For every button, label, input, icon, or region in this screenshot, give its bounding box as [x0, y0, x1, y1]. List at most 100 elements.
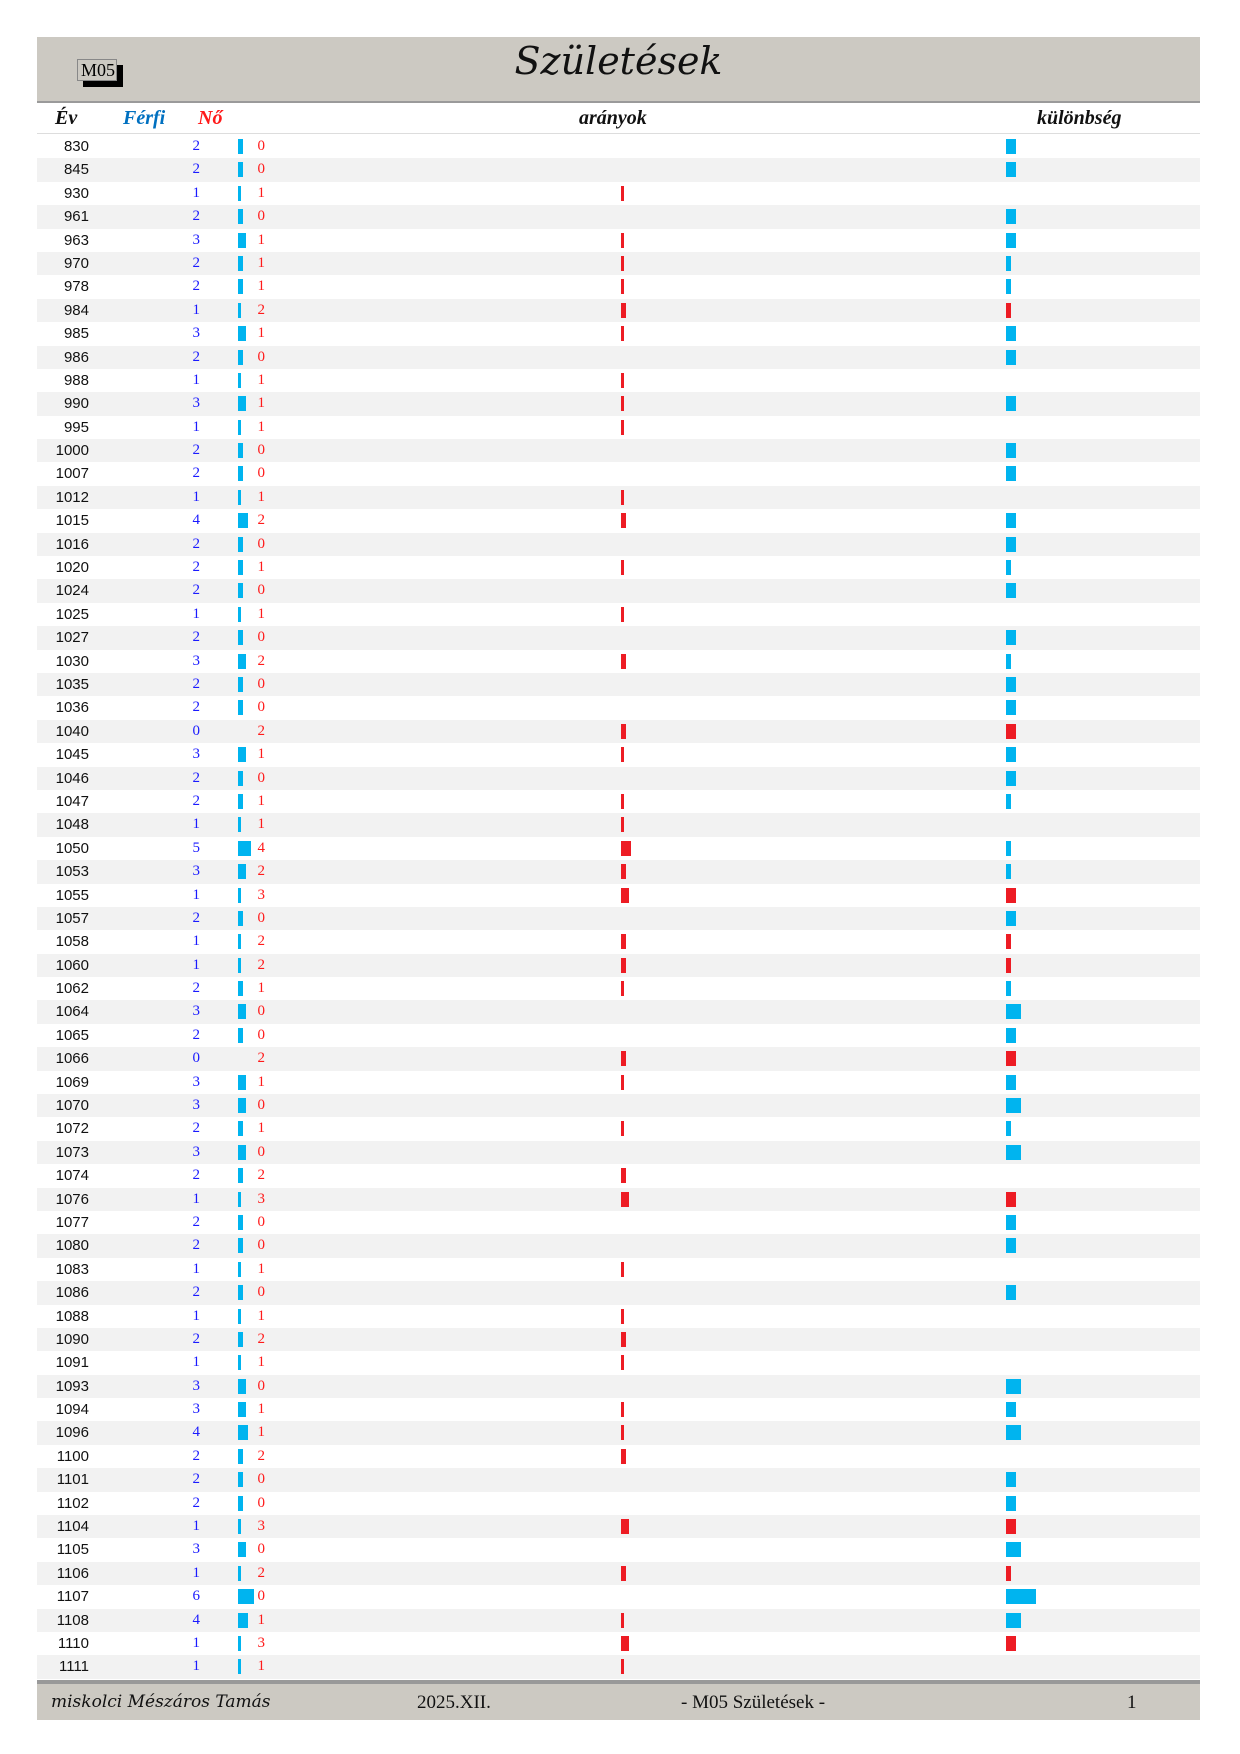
male-ratio-bar — [238, 466, 244, 482]
male-ratio-bar — [238, 1331, 244, 1347]
difference-bar — [1006, 1402, 1016, 1418]
male-ratio-bar — [238, 747, 246, 763]
female-count: 0 — [257, 1494, 266, 1511]
year-cell: 1025 — [55, 605, 89, 623]
male-count: 1 — [192, 184, 201, 201]
year-cell: 930 — [63, 184, 89, 202]
year-cell: 1093 — [55, 1377, 89, 1395]
male-ratio-bar — [238, 489, 241, 505]
table-row: 1007 2 0 — [37, 462, 1200, 485]
male-ratio-bar — [238, 630, 244, 646]
female-ratio-bar — [621, 1659, 624, 1675]
table-row: 1108 4 1 — [37, 1608, 1200, 1632]
male-count: 2 — [192, 769, 201, 786]
year-cell: 1057 — [55, 909, 89, 927]
male-ratio-bar — [238, 1168, 244, 1184]
table-row: 978 2 1 — [37, 275, 1200, 298]
year-cell: 1088 — [55, 1307, 89, 1325]
male-count: 3 — [192, 863, 201, 880]
year-cell: 1110 — [57, 1635, 89, 1652]
male-ratio-bar — [238, 1004, 246, 1020]
male-ratio-bar — [238, 840, 251, 856]
female-count: 1 — [257, 1260, 266, 1277]
year-cell: 1015 — [55, 512, 89, 530]
table-row: 1027 2 0 — [37, 626, 1200, 650]
table-row: 1065 2 0 — [37, 1024, 1200, 1047]
female-ratio-bar — [621, 513, 627, 529]
male-ratio-bar — [238, 817, 241, 833]
table-row: 1072 2 1 — [37, 1117, 1200, 1140]
male-ratio-bar — [238, 419, 241, 435]
male-count: 2 — [192, 582, 201, 599]
table-row: 1036 2 0 — [37, 696, 1200, 719]
year-cell: 1058 — [55, 933, 89, 951]
female-count: 0 — [257, 161, 266, 178]
female-count: 1 — [257, 418, 266, 435]
male-ratio-bar — [238, 1121, 244, 1137]
difference-bar — [1006, 630, 1016, 646]
female-ratio-bar — [621, 1402, 624, 1418]
male-count: 3 — [192, 1003, 201, 1020]
female-count: 2 — [257, 1167, 266, 1184]
male-ratio-bar — [238, 770, 244, 786]
year-cell: 1083 — [55, 1260, 89, 1278]
female-ratio-bar — [621, 279, 624, 295]
year-cell: 1036 — [55, 699, 89, 717]
year-cell: 978 — [63, 278, 89, 296]
table-row: 1093 3 0 — [37, 1374, 1200, 1399]
male-count: 2 — [192, 559, 201, 576]
male-ratio-bar — [238, 513, 249, 529]
year-cell: 1048 — [55, 816, 89, 834]
male-count: 3 — [192, 746, 201, 763]
difference-bar — [1006, 1378, 1021, 1394]
year-cell: 1012 — [55, 488, 89, 506]
male-ratio-bar — [238, 1355, 241, 1371]
table-row: 1070 3 0 — [37, 1094, 1200, 1118]
footer-author: miskolci Mészáros Tamás — [51, 1692, 271, 1712]
difference-bar — [1006, 1238, 1016, 1254]
female-count: 1 — [257, 816, 266, 833]
table-row: 1105 3 0 — [37, 1538, 1200, 1561]
table-row: 1100 2 2 — [37, 1445, 1200, 1468]
difference-bar — [1006, 700, 1016, 716]
table-row: 830 2 0 — [37, 135, 1200, 158]
table-row: 1076 1 3 — [37, 1187, 1200, 1211]
difference-bar — [1006, 957, 1011, 973]
difference-bar — [1006, 279, 1011, 295]
male-ratio-bar — [238, 232, 246, 248]
difference-bar — [1006, 676, 1016, 692]
female-count: 1 — [257, 278, 266, 295]
male-count: 2 — [192, 629, 201, 646]
female-count: 0 — [257, 1284, 266, 1301]
male-ratio-bar — [238, 349, 244, 365]
female-ratio-bar — [621, 653, 627, 669]
difference-bar — [1006, 302, 1011, 318]
difference-bar — [1006, 1074, 1016, 1090]
male-count: 1 — [192, 816, 201, 833]
table-row: 1057 2 0 — [37, 906, 1200, 931]
table-row: 845 2 0 — [37, 158, 1200, 182]
male-ratio-bar — [238, 1542, 246, 1558]
table-row: 1015 4 2 — [37, 509, 1200, 532]
male-count: 3 — [192, 231, 201, 248]
female-ratio-bar — [621, 723, 627, 739]
difference-bar — [1006, 1542, 1021, 1558]
male-ratio-bar — [238, 1636, 241, 1651]
table-row: 1074 2 2 — [37, 1164, 1200, 1187]
female-ratio-bar — [621, 489, 624, 505]
female-count: 0 — [257, 1003, 266, 1020]
year-cell: 1072 — [55, 1120, 89, 1138]
male-count: 3 — [192, 652, 201, 669]
year-cell: 1101 — [56, 1471, 89, 1489]
difference-bar — [1006, 1425, 1021, 1441]
year-cell: 961 — [63, 208, 89, 226]
year-cell: 1066 — [55, 1050, 89, 1068]
female-count: 3 — [257, 1190, 266, 1207]
male-ratio-bar — [238, 1261, 241, 1277]
female-count: 1 — [257, 325, 266, 342]
male-count: 2 — [192, 278, 201, 295]
female-count: 1 — [257, 1401, 266, 1418]
year-cell: 1096 — [55, 1424, 89, 1442]
difference-bar — [1006, 887, 1016, 903]
difference-bar — [1006, 1144, 1021, 1160]
